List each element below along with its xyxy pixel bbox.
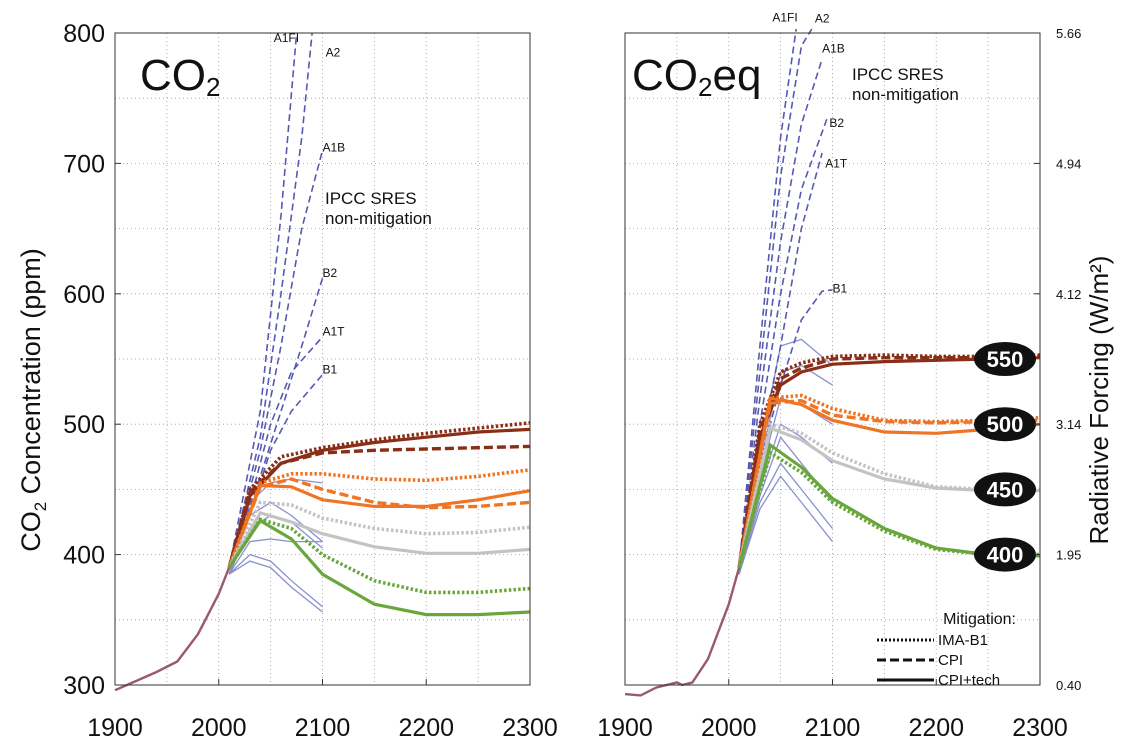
scenario-label-a1fi: A1FI bbox=[772, 10, 797, 24]
scenario-label-b2: B2 bbox=[829, 116, 844, 130]
grid-right bbox=[625, 33, 1040, 685]
target-badge-500 bbox=[974, 407, 1036, 442]
y-ticks-left: 300 400 500 600 700 800 bbox=[63, 20, 121, 700]
series-500-cpi-tech bbox=[227, 483, 531, 569]
scenario-label-b1: B1 bbox=[323, 362, 338, 376]
x-tick-label: 1900 bbox=[597, 714, 653, 742]
panel-co2eq: A1FI A2 A1B B2 A1T B1 550 500 450 400 0.40 1.95 3.… bbox=[597, 10, 1114, 742]
historical-line-left bbox=[114, 567, 231, 692]
sres-line-a1fi bbox=[228, 32, 298, 568]
scenario-label-a2: A2 bbox=[326, 45, 341, 59]
historical-line bbox=[114, 567, 231, 692]
target-badge-label: 550 bbox=[987, 347, 1024, 372]
y-tick-label: 600 bbox=[63, 281, 105, 309]
grid-left bbox=[115, 33, 530, 685]
target-badge-label: 400 bbox=[987, 543, 1024, 568]
x-tick-label: 2300 bbox=[1012, 714, 1068, 742]
scenario-label-a2: A2 bbox=[815, 12, 830, 26]
target-badge-550 bbox=[974, 342, 1036, 376]
x-tick-label: 2100 bbox=[295, 714, 351, 742]
scenario-labels-right: A1FI A2 A1B B2 A1T B1 bbox=[772, 10, 848, 295]
y-tick-label: 400 bbox=[63, 542, 105, 570]
y-ticks-right: 0.40 1.95 3.14 4.12 4.94 5.66 bbox=[1034, 26, 1081, 693]
legend-label-ima-b1: IMA-B1 bbox=[938, 632, 988, 649]
series-500-ima-b1 bbox=[227, 468, 531, 569]
series-550-ima-b1 bbox=[737, 353, 1041, 568]
sres-line-b2 bbox=[738, 117, 829, 568]
x-tick-label: 2200 bbox=[908, 714, 964, 742]
series-550-cpi bbox=[227, 444, 531, 569]
mitigation-lines-left bbox=[227, 421, 531, 617]
scenario-label-a1t: A1T bbox=[825, 156, 848, 170]
scenario-label-a1b: A1B bbox=[323, 141, 346, 155]
series-450-ima-b1 bbox=[227, 500, 531, 569]
series-400-ima-b1 bbox=[227, 517, 531, 595]
scenario-label-a1b: A1B bbox=[822, 42, 845, 56]
legend-label-cpi-tech: CPI+tech bbox=[938, 672, 1000, 689]
series-400-cpi-tech bbox=[227, 518, 531, 617]
y-axis-label-right: Radiative Forcing (W/m²) bbox=[1084, 256, 1114, 545]
y-tick-label-right: 3.14 bbox=[1056, 417, 1081, 432]
y-tick-label: 700 bbox=[63, 150, 105, 178]
sres-line-a1fi bbox=[738, 28, 797, 568]
y-tick-label-right: 5.66 bbox=[1056, 26, 1081, 41]
scenario-labels-left: A1FI A2 A1B B2 A1T B1 bbox=[274, 31, 345, 376]
series-550-ima-b1 bbox=[227, 421, 531, 569]
legend-title: Mitigation: bbox=[943, 611, 1016, 628]
panel-title-right: CO2eq bbox=[632, 51, 761, 102]
panel-co2: A1FI A2 A1B B2 A1T B1 300 400 500 600 700 800 1900… bbox=[16, 20, 558, 742]
y-tick-label-right: 1.95 bbox=[1056, 548, 1081, 563]
y-tick-label: 500 bbox=[63, 411, 105, 439]
y-tick-label-right: 0.40 bbox=[1056, 678, 1081, 693]
ensemble-line bbox=[738, 462, 834, 575]
scenario-label-b2: B2 bbox=[323, 266, 338, 280]
panel-title-left: CO2 bbox=[140, 51, 220, 102]
scenario-label-b1: B1 bbox=[833, 281, 848, 295]
x-tick-label: 2300 bbox=[502, 714, 558, 742]
x-tick-label: 2000 bbox=[701, 714, 757, 742]
x-ticks-left: 1900 2000 2100 2200 2300 bbox=[87, 679, 558, 742]
scenario-label-a1fi: A1FI bbox=[274, 31, 299, 45]
ensemble-line bbox=[228, 538, 323, 575]
target-badge-label: 450 bbox=[987, 477, 1024, 502]
legend-label-cpi: CPI bbox=[938, 652, 963, 669]
x-tick-label: 1900 bbox=[87, 714, 143, 742]
scenario-label-a1t: A1T bbox=[323, 325, 346, 339]
target-badge-label: 500 bbox=[987, 412, 1024, 437]
ensemble-line bbox=[738, 475, 834, 575]
annotation-sres-left-1: IPCC SRES bbox=[325, 189, 417, 208]
target-badge-450 bbox=[974, 472, 1036, 507]
ensemble-line bbox=[228, 553, 323, 608]
x-tick-label: 2100 bbox=[805, 714, 861, 742]
y-tick-label: 800 bbox=[63, 20, 105, 48]
annotation-sres-right-1: IPCC SRES bbox=[852, 65, 944, 84]
sres-line-b2 bbox=[228, 277, 324, 568]
y-tick-label-right: 4.12 bbox=[1056, 287, 1081, 302]
x-tick-label: 2000 bbox=[191, 714, 247, 742]
target-badge-400 bbox=[974, 537, 1036, 572]
sres-line-a2 bbox=[738, 28, 813, 568]
x-ticks-right: 1900 2000 2100 2200 2300 bbox=[597, 679, 1068, 742]
target-badges: 550 500 450 400 bbox=[974, 342, 1036, 572]
annotation-sres-right-2: non-mitigation bbox=[852, 85, 959, 104]
sres-line-a1b bbox=[738, 58, 823, 568]
series-450-cpi-tech bbox=[227, 511, 531, 569]
series-550-cpi-tech bbox=[227, 427, 531, 569]
y-axis-label-left: CO2 Concentration (ppm) bbox=[16, 248, 50, 552]
y-tick-label-right: 4.94 bbox=[1056, 156, 1081, 171]
ensemble-line bbox=[228, 560, 323, 613]
legend: Mitigation: IMA-B1 CPI CPI+tech bbox=[877, 611, 1016, 689]
y-tick-label: 300 bbox=[63, 672, 105, 700]
x-tick-label: 2200 bbox=[398, 714, 454, 742]
annotation-sres-left-2: non-mitigation bbox=[325, 209, 432, 228]
sres-line-a2 bbox=[228, 32, 313, 568]
